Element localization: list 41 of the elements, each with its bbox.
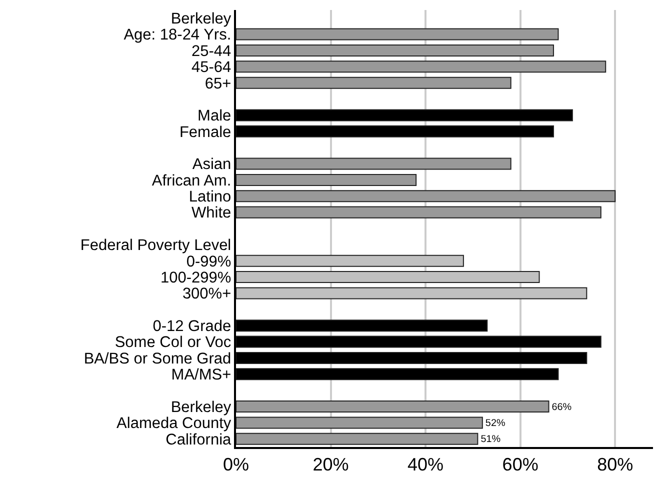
- y-tick-label: MA/MS+: [171, 366, 232, 384]
- data-label: 66%: [552, 402, 572, 413]
- y-tick-label: Asian: [192, 156, 232, 174]
- y-tick-label: Alameda County: [116, 415, 232, 432]
- x-tick-label: 40%: [408, 454, 444, 474]
- y-tick-label: BA/BS or Some Grad: [84, 350, 232, 368]
- y-tick-label: Age: 18-24 Yrs.: [124, 26, 232, 44]
- y-tick-label: 0-12 Grade: [152, 318, 232, 336]
- y-tick-label: African Am.: [152, 172, 232, 190]
- bar: [236, 60, 606, 73]
- y-tick-label: Latino: [188, 188, 232, 206]
- bar: [236, 76, 512, 89]
- bar: [236, 28, 559, 40]
- y-tick-label: 25-44: [191, 42, 232, 60]
- y-tick-label: Berkeley: [170, 10, 232, 28]
- x-tick-label: 0%: [222, 454, 250, 474]
- x-tick-label: 20%: [312, 454, 349, 474]
- y-tick-label: Male: [198, 108, 232, 125]
- x-tick-label: 60%: [502, 454, 538, 474]
- y-tick-label: Some Col or Voc: [114, 334, 232, 352]
- y-tick-label: 100-299%: [160, 269, 232, 286]
- y-tick-label: 300%+: [182, 286, 232, 303]
- y-tick-label: 65+: [204, 75, 232, 92]
- x-tick-label: 80%: [597, 454, 634, 474]
- bar: [236, 206, 602, 218]
- y-tick-label: White: [192, 204, 232, 222]
- y-tick-label: Berkeley: [170, 398, 232, 416]
- y-tick-label: California: [166, 431, 232, 448]
- bar: [236, 400, 550, 413]
- bar: [236, 432, 478, 445]
- y-tick-label: Female: [179, 124, 232, 141]
- bar: [236, 174, 417, 186]
- y-tick-label: Federal Poverty Level: [80, 237, 232, 254]
- data-label: 52%: [485, 418, 506, 430]
- bar: [236, 44, 554, 56]
- bar: [236, 416, 483, 429]
- data-label: 51%: [480, 434, 501, 446]
- bar: [236, 190, 616, 202]
- y-tick-label: 0-99%: [186, 253, 232, 270]
- bar: [236, 158, 512, 170]
- y-tick-label: 45-64: [191, 59, 232, 76]
